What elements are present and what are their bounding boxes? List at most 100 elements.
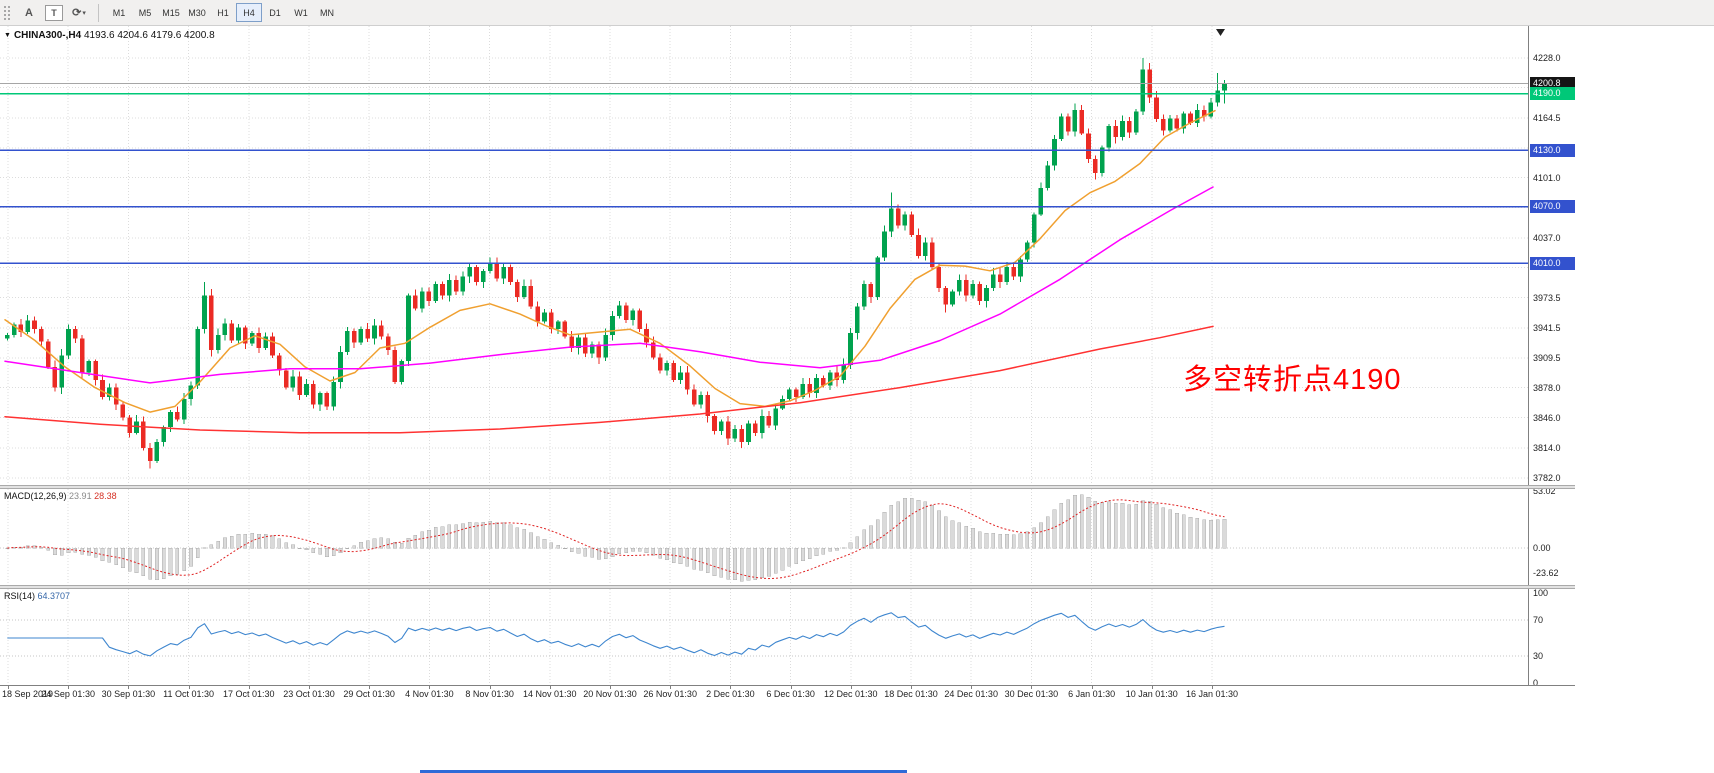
timeframe-w1-button[interactable]: W1 <box>288 3 314 22</box>
toolbar: A T ⟳ ▾ M1 M5 M15 M30 H1 H4 D1 W1 MN <box>0 0 1714 26</box>
rsi-value: 64.3707 <box>37 591 71 601</box>
time-axis-label: 8 Nov 01:30 <box>465 689 514 699</box>
macd-histogram <box>5 494 1227 582</box>
timeframe-m15-button[interactable]: M15 <box>158 3 184 22</box>
time-axis-label: 23 Oct 01:30 <box>283 689 335 699</box>
timeframe-m30-button[interactable]: M30 <box>184 3 210 22</box>
text-tool-icon[interactable]: A <box>25 6 33 19</box>
label-tool-icon[interactable]: T <box>45 4 63 21</box>
time-axis-label: 24 Dec 01:30 <box>944 689 998 699</box>
time-tick <box>790 686 792 689</box>
price-axis-label: 3878.0 <box>1533 382 1561 393</box>
time-axis-label: 30 Dec 01:30 <box>1004 689 1059 699</box>
price-axis-label: 3941.5 <box>1533 322 1561 333</box>
rsi-axis-label: 30 <box>1533 651 1544 661</box>
time-tick <box>8 686 9 689</box>
time-tick <box>309 686 310 689</box>
price-badge-4130.0: 4130.0 <box>1530 143 1575 157</box>
ohlc-values-label: 4193.6 4204.6 4179.6 4200.8 <box>83 30 215 41</box>
time-tick <box>188 686 190 689</box>
timeframe-d1-button[interactable]: D1 <box>262 3 288 22</box>
price-axis-label: 3909.5 <box>1533 352 1561 363</box>
time-axis-label: 6 Dec 01:30 <box>766 689 815 699</box>
time-axis-label: 17 Oct 01:30 <box>223 689 275 699</box>
macd-axis-label: 53.02 <box>1533 486 1556 496</box>
time-axis-label: 18 Dec 01:30 <box>884 689 938 699</box>
time-axis-label: 11 Oct 01:30 <box>163 689 215 699</box>
time-tick <box>1031 686 1033 689</box>
rsi-axis-label: 0 <box>1533 678 1539 688</box>
price-axis-label: 4101.0 <box>1533 172 1561 183</box>
rsi-axis-label: 70 <box>1533 615 1544 625</box>
time-tick <box>971 686 973 689</box>
ma-slow-red-line <box>4 325 1214 434</box>
price-axis-label: 4228.0 <box>1533 53 1561 63</box>
chart-title: ▼ CHINA300-,H4 4193.6 4204.6 4179.6 4200.… <box>4 30 215 41</box>
price-axis[interactable]: 4228.04196.54164.54132.54101.04069.04037… <box>1528 26 1575 688</box>
symbol-timeframe-label: CHINA300-,H4 <box>13 30 82 41</box>
time-tick <box>850 686 852 689</box>
timeframe-m1-button[interactable]: M1 <box>106 3 132 22</box>
time-tick <box>911 686 912 689</box>
timeframe-m5-button[interactable]: M5 <box>132 3 158 22</box>
price-badge-4070.0: 4070.0 <box>1530 200 1575 214</box>
price-chart-panel[interactable]: ▼ CHINA300-,H4 4193.6 4204.6 4179.6 4200.… <box>0 26 1528 485</box>
time-axis-label: 4 Nov 01:30 <box>405 689 454 699</box>
macd-signal-value: 28.38 <box>94 491 117 501</box>
time-axis-label: 26 Nov 01:30 <box>643 689 697 699</box>
timeframe-mn-button[interactable]: MN <box>314 3 340 22</box>
panel-separator[interactable] <box>0 485 1575 489</box>
time-axis-label: 12 Dec 01:30 <box>824 689 878 699</box>
price-axis-label: 3973.5 <box>1533 292 1561 303</box>
macd-axis-label: -23.62 <box>1533 568 1559 579</box>
price-axis-label: 3846.0 <box>1533 412 1561 423</box>
macd-label: MACD(12,26,9) 23.91 28.38 <box>4 491 117 501</box>
rsi-panel[interactable]: RSI(14) 64.3707 <box>0 589 1528 685</box>
price-chart-canvas[interactable] <box>0 26 1528 485</box>
timeframe-h4-button[interactable]: H4 <box>236 3 262 22</box>
macd-grid-layer <box>0 489 1528 585</box>
rsi-grid-layer <box>0 589 1528 685</box>
timeframe-h1-button[interactable]: H1 <box>210 3 236 22</box>
macd-panel[interactable]: MACD(12,26,9) 23.91 28.38 <box>0 489 1528 585</box>
time-axis-label: 10 Jan 01:30 <box>1125 689 1178 699</box>
time-tick <box>549 686 551 689</box>
panel-separator[interactable] <box>0 585 1575 589</box>
price-axis-label: 3814.0 <box>1533 442 1561 453</box>
time-axis-label: 30 Sep 01:30 <box>101 689 156 699</box>
time-tick <box>128 686 130 689</box>
time-axis-label: 16 Jan 01:30 <box>1185 689 1239 699</box>
time-tick <box>730 686 732 689</box>
chart-window[interactable]: ▼ CHINA300-,H4 4193.6 4204.6 4179.6 4200.… <box>0 26 1575 700</box>
time-tick <box>429 686 431 689</box>
cycle-tool-icon[interactable]: ⟳ ▾ <box>72 7 86 19</box>
time-tick <box>248 686 250 689</box>
price-axis-label: 4164.5 <box>1533 112 1561 123</box>
bar-marker-icon <box>1216 29 1225 36</box>
rsi-label: RSI(14) 64.3707 <box>4 591 71 601</box>
toolbar-grip-icon <box>3 4 12 21</box>
toolbar-icon-group: A T ⟳ ▾ <box>0 4 91 22</box>
time-axis[interactable]: 18 Sep 2019 24 Sep 01:30 30 Sep 01:30 11 Oc… <box>0 685 1575 700</box>
dropdown-arrow-icon[interactable]: ▾ <box>82 9 86 17</box>
symbol-dropdown-icon[interactable]: ▼ <box>4 32 11 39</box>
macd-signal-line <box>7 499 1225 580</box>
ma-mid-magenta-line <box>4 186 1214 384</box>
time-tick <box>670 686 672 689</box>
time-tick <box>1091 686 1093 689</box>
time-tick <box>68 686 70 689</box>
time-tick <box>610 686 611 689</box>
macd-main-value: 23.91 <box>69 491 92 501</box>
price-badge-4200.8: 4200.8 <box>1530 77 1575 91</box>
time-tick <box>1151 686 1153 689</box>
macd-canvas <box>0 489 1528 585</box>
rsi-canvas <box>0 589 1528 685</box>
ma-fast-orange-line <box>4 109 1216 413</box>
toolbar-separator <box>98 3 99 22</box>
price-axis-label: 4037.0 <box>1533 232 1561 243</box>
time-axis-label: 18 Sep 2019 <box>2 689 54 699</box>
price-badge-4190.0: 4190.0 <box>1530 87 1575 101</box>
macd-axis-label: 0.00 <box>1533 543 1551 553</box>
rsi-line <box>7 612 1225 657</box>
time-tick <box>1212 686 1213 689</box>
